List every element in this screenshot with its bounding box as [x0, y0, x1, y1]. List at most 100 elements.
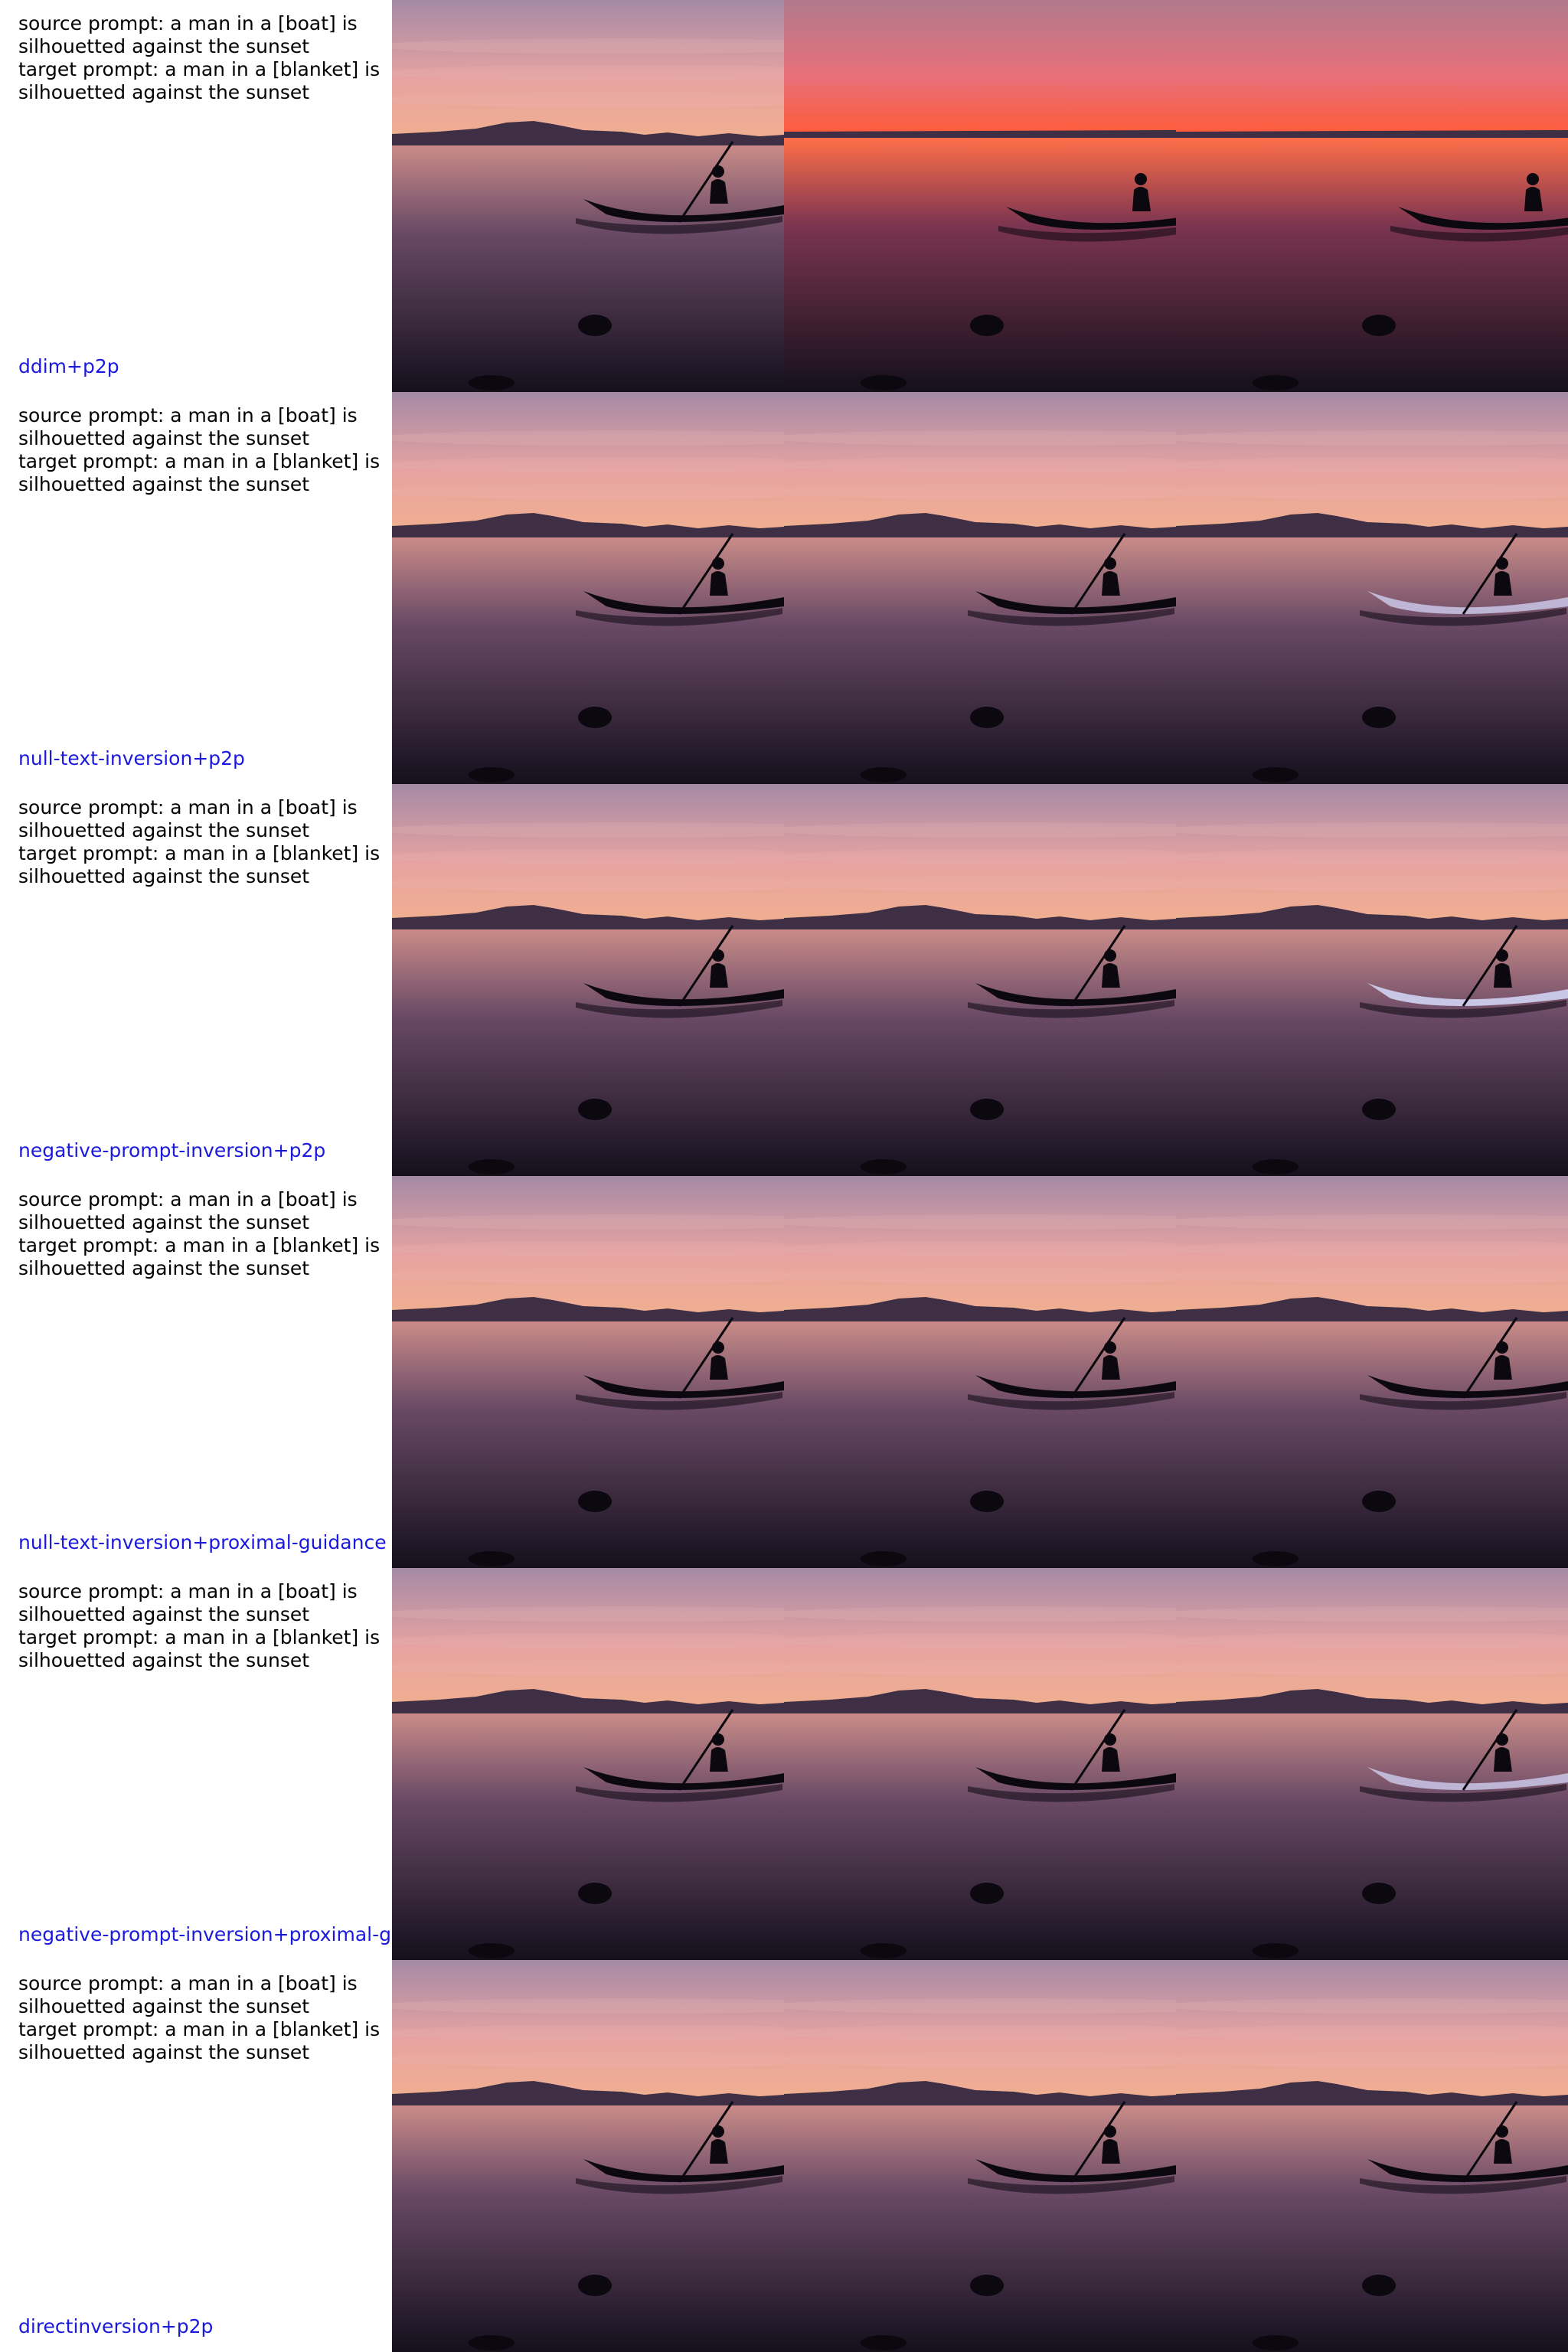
rock	[469, 1943, 514, 1958]
paddle-pole	[678, 533, 734, 615]
method-label: null-text-inversion+p2p	[18, 747, 245, 769]
cloud-band	[784, 1998, 1176, 2014]
target-prompt-line-1: target prompt: a man in a [blanket] is	[18, 450, 381, 472]
prompt-text: source prompt: a man in a [boat] is silh…	[18, 1972, 386, 2064]
cloud-band	[784, 457, 1176, 472]
boat-reflection	[576, 608, 782, 626]
rock	[1253, 375, 1298, 390]
comparison-row: source prompt: a man in a [boat] is silh…	[0, 784, 1568, 1176]
lake-water	[1176, 2105, 1568, 2352]
cloud-band	[1176, 1998, 1568, 2014]
scene-illustration	[784, 1176, 1176, 1568]
cloud-band	[392, 822, 784, 838]
comparison-row: source prompt: a man in a [boat] is silh…	[0, 1568, 1568, 1960]
paddle-pole	[1462, 1317, 1518, 1399]
cloud-band	[392, 1998, 784, 2014]
cloud-band	[1176, 2052, 1568, 2067]
prompt-text: source prompt: a man in a [boat] is silh…	[18, 1580, 386, 1672]
mountain-ridge	[784, 1297, 1176, 1321]
edited-image	[1176, 392, 1568, 784]
cloud-band	[784, 2025, 1176, 2040]
source-image	[392, 1960, 784, 2352]
target-prompt-line-2: silhouetted against the sunset	[18, 81, 310, 103]
cloud-band	[392, 38, 784, 54]
boat-silhouette	[1367, 1767, 1568, 1790]
boat-silhouette	[1367, 591, 1568, 614]
reconstruction-image	[784, 1176, 1176, 1568]
source-image	[392, 784, 784, 1176]
method-label: null-text-inversion+proximal-guidance	[18, 1531, 387, 1553]
lake-water	[392, 929, 784, 1176]
paddle-pole	[1070, 1317, 1126, 1399]
scene-illustration	[784, 1568, 1176, 1960]
row-label-panel: source prompt: a man in a [boat] is silh…	[0, 1176, 392, 1568]
cloud-band	[1176, 457, 1568, 472]
cloud-band	[392, 1633, 784, 1648]
scene-illustration	[392, 1568, 784, 1960]
boat-silhouette	[583, 199, 784, 222]
man-body	[1524, 187, 1543, 211]
source-prompt-line-1: source prompt: a man in a [boat] is	[18, 796, 358, 818]
paddle-pole	[678, 1709, 734, 1791]
lake-water	[784, 537, 1176, 784]
boat-reflection	[576, 1784, 782, 1802]
boat-reflection	[968, 1000, 1174, 1018]
source-prompt-line-1: source prompt: a man in a [boat] is	[18, 404, 358, 426]
target-prompt-line-2: silhouetted against the sunset	[18, 1649, 310, 1671]
comparison-row: source prompt: a man in a [boat] is silh…	[0, 0, 1568, 392]
rock	[1362, 1099, 1396, 1120]
cloud-band	[392, 2025, 784, 2040]
scene-illustration	[784, 784, 1176, 1176]
rock	[469, 1551, 514, 1566]
cloud-band	[392, 876, 784, 891]
method-label: negative-prompt-inversion+p2p	[18, 1139, 326, 1161]
man-body	[710, 1747, 728, 1772]
cloud-band	[392, 1660, 784, 1675]
target-prompt-line-2: silhouetted against the sunset	[18, 1257, 310, 1279]
cloud-band	[392, 2052, 784, 2067]
cloud-band	[784, 430, 1176, 446]
mountain-ridge	[392, 2081, 784, 2105]
sky	[1176, 1960, 1568, 2105]
sky	[784, 1568, 1176, 1713]
mountain-ridge	[784, 513, 1176, 537]
sky	[1176, 784, 1568, 929]
boat-reflection	[968, 608, 1174, 626]
man-body	[1102, 2139, 1120, 2164]
man-body	[710, 179, 728, 204]
rock	[469, 767, 514, 782]
cloud-band	[392, 1268, 784, 1283]
sky	[1176, 392, 1568, 537]
reconstruction-image	[784, 392, 1176, 784]
comparison-row: source prompt: a man in a [boat] is silh…	[0, 1960, 1568, 2352]
sky	[784, 0, 1176, 138]
cloud-band	[784, 1660, 1176, 1675]
mountain-ridge	[784, 1689, 1176, 1713]
man-body	[710, 571, 728, 596]
lake-water	[784, 2105, 1176, 2352]
lake-water	[1176, 929, 1568, 1176]
target-prompt-line-2: silhouetted against the sunset	[18, 473, 310, 495]
man-body	[710, 963, 728, 988]
lake-water	[392, 1713, 784, 1960]
boat-reflection	[968, 1784, 1174, 1802]
rock	[1253, 1943, 1298, 1958]
lake-water	[1176, 1713, 1568, 1960]
scene-illustration	[392, 784, 784, 1176]
sky	[392, 1568, 784, 1713]
rock	[469, 375, 514, 390]
cloud-band	[392, 484, 784, 499]
source-prompt-line-1: source prompt: a man in a [boat] is	[18, 12, 358, 34]
paddle-pole	[1070, 2101, 1126, 2183]
sky	[784, 1960, 1176, 2105]
method-label: directinversion+p2p	[18, 2315, 214, 2337]
boat-reflection	[1390, 226, 1568, 242]
rock	[1362, 315, 1396, 336]
cloud-band	[784, 876, 1176, 891]
prompt-text: source prompt: a man in a [boat] is silh…	[18, 404, 386, 496]
mountain-ridge	[784, 130, 1176, 138]
cloud-band	[392, 1606, 784, 1622]
edited-image	[1176, 1960, 1568, 2352]
target-prompt-line-1: target prompt: a man in a [blanket] is	[18, 2018, 381, 2040]
mountain-ridge	[784, 905, 1176, 929]
